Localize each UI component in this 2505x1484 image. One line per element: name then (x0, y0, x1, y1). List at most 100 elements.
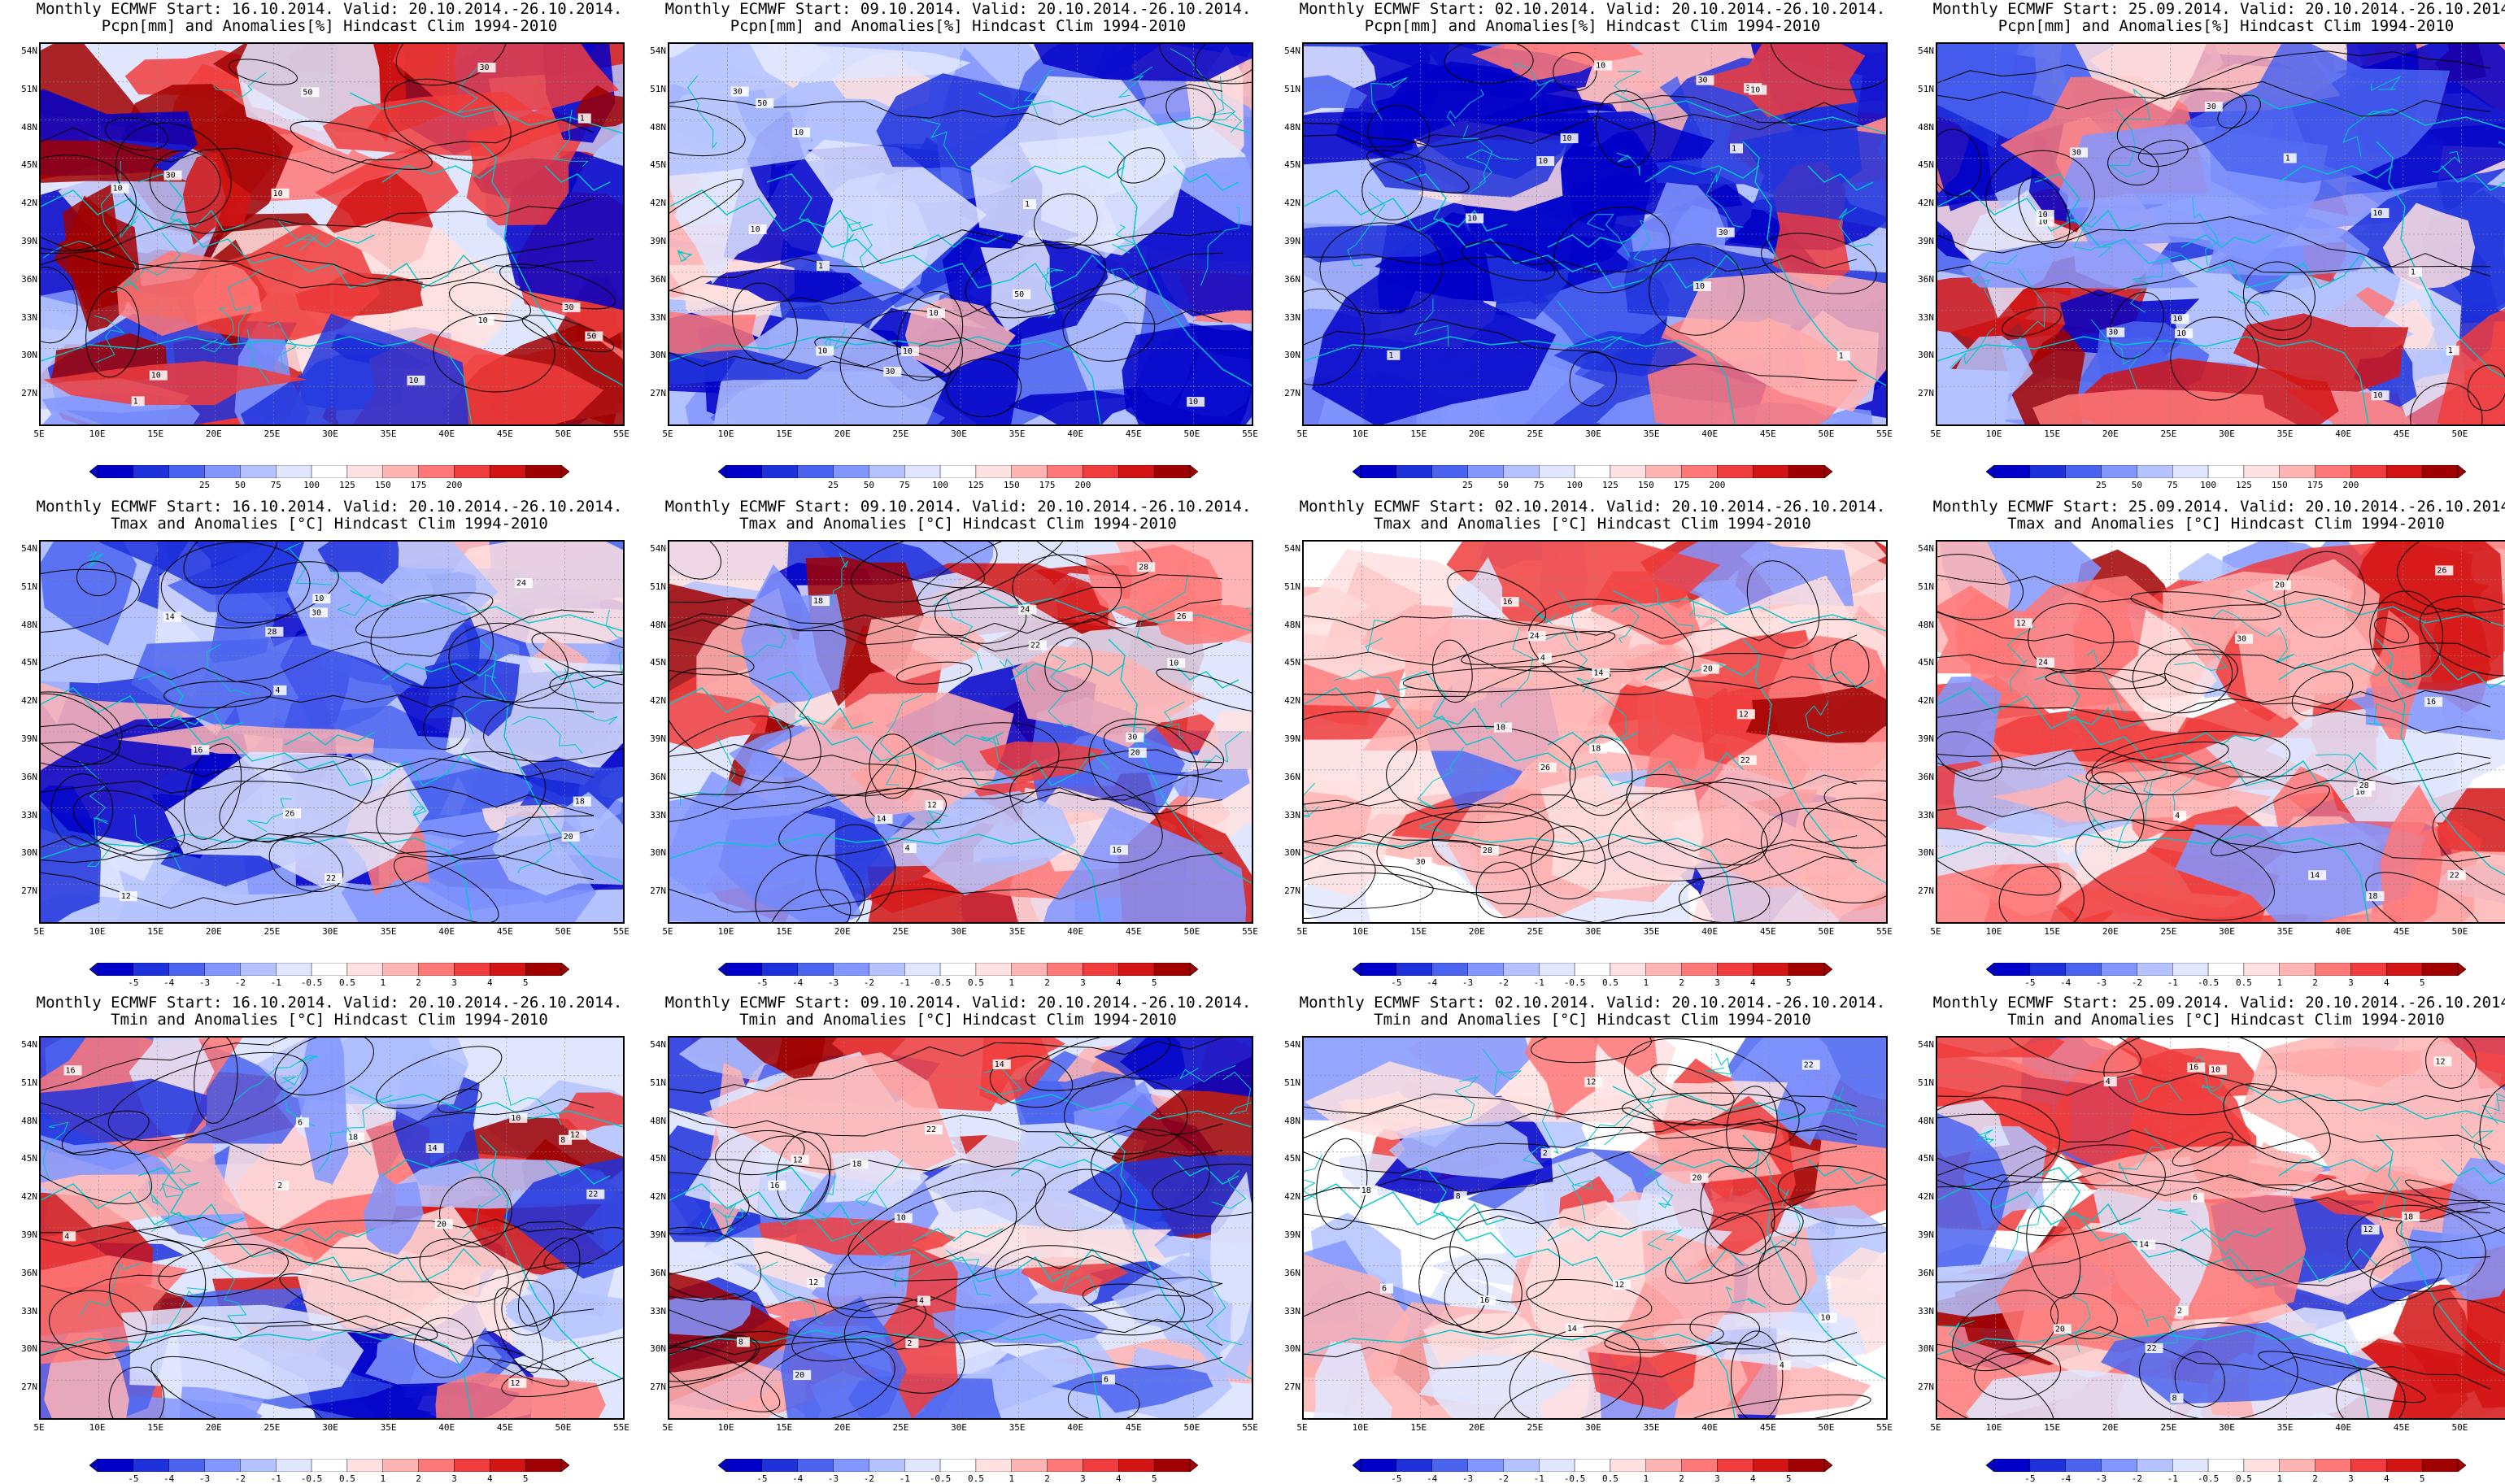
longitude-label: 10E (714, 1422, 738, 1433)
latitude-label: 54N (1915, 1039, 1934, 1050)
contour-value-label: 22 (2147, 1344, 2157, 1353)
latitude-label: 42N (18, 695, 37, 706)
colorbar-tick-label: 150 (997, 480, 1026, 490)
contour-value-label: 14 (877, 815, 887, 824)
contour-value-label: 1 (818, 262, 823, 271)
colorbar-segment (1118, 963, 1154, 976)
colorbar-tick-label: 125 (1596, 480, 1625, 490)
latitude-label: 42N (1915, 1191, 1934, 1202)
contour-value-label: 10 (1695, 282, 1705, 291)
colorbar-segment (2030, 963, 2066, 976)
latitude-label: 33N (647, 810, 666, 820)
contour-value-label: 30 (2237, 635, 2246, 644)
colorbar-segment (1753, 1459, 1788, 1472)
latitude-label: 51N (18, 1077, 37, 1088)
latitude-label: 45N (647, 159, 666, 170)
colorbar-tick-label: 1 (368, 1473, 398, 1484)
colorbar-tick-label: -2 (1488, 1473, 1518, 1484)
latitude-label: 33N (18, 312, 37, 323)
contour-value-label: 14 (165, 613, 175, 622)
colorbar-segment (525, 465, 561, 478)
colorbar-low-arrow (1353, 1459, 1361, 1472)
colorbar-segment (834, 465, 869, 478)
colorbar-tick-label: -5 (747, 977, 777, 988)
colorbar-tick-label: -1 (890, 977, 919, 988)
latitude-label: 45N (18, 159, 37, 170)
contour-value-label: 20 (795, 1371, 804, 1380)
colorbar-tick-label: -1 (261, 1473, 290, 1484)
colorbar-tick-label: 4 (2372, 977, 2401, 988)
colorbar-tick-label: 4 (1104, 1473, 1133, 1484)
contour-value-label: 1 (1839, 351, 1844, 360)
longitude-label: 50E (1179, 926, 1204, 937)
colorbar-segment (347, 465, 383, 478)
colorbar-segment (1083, 465, 1118, 478)
colorbar-tick-label: -3 (1453, 1473, 1483, 1484)
latitude-label: 30N (1281, 350, 1300, 360)
colorbar-tick-label: -1 (2158, 1473, 2187, 1484)
colorbar-segment (1118, 465, 1154, 478)
colorbar-segment (2137, 465, 2172, 478)
colorbar (1986, 1459, 2466, 1472)
colorbar-segment (2350, 465, 2386, 478)
colorbar-segment (1468, 963, 1504, 976)
colorbar-segment (762, 1459, 798, 1472)
latitude-label: 42N (1281, 198, 1300, 208)
contour-value-label: 12 (1586, 1078, 1596, 1087)
contour-value-label: 22 (588, 1190, 598, 1199)
longitude-label: 10E (1348, 926, 1373, 937)
colorbar-tick-label: -5 (1382, 1473, 1411, 1484)
colorbar-segment (762, 465, 798, 478)
longitude-label: 25E (2156, 926, 2180, 937)
colorbar-tick-label: -0.5 (2194, 1473, 2223, 1484)
colorbar-tick-label: 0.5 (333, 977, 362, 988)
colorbar-segment (1048, 465, 1083, 478)
contour-value-label: 10 (2373, 391, 2383, 400)
contour-value-label: 1 (2285, 154, 2290, 163)
latitude-label: 42N (647, 1191, 666, 1202)
colorbar-high-arrow (1190, 963, 1198, 976)
contour-value-label: 30 (733, 88, 743, 97)
colorbar-high-arrow (1190, 1459, 1198, 1472)
colorbar-tick-label: 0.5 (333, 1473, 362, 1484)
colorbar-segment (1610, 963, 1646, 976)
longitude-label: 40E (2331, 429, 2355, 439)
colorbar-tick-label: 25 (190, 480, 220, 490)
latitude-label: 27N (18, 388, 37, 398)
contour-value-label: 50 (303, 88, 312, 97)
colorbar-segment (347, 1459, 383, 1472)
longitude-label: 5E (1923, 1422, 1948, 1433)
panel-title-line1: Monthly ECMWF Start: 16.10.2014. Valid: … (16, 994, 643, 1012)
latitude-label: 48N (1915, 620, 1934, 630)
panel-title-line1: Monthly ECMWF Start: 25.09.2014. Valid: … (1913, 498, 2505, 516)
colorbar-segment (940, 963, 976, 976)
map-panel-tmax-2: Monthly ECMWF Start: 09.10.2014. Valid: … (645, 498, 1271, 986)
longitude-label: 5E (656, 1422, 680, 1433)
colorbar-tick-label: 175 (1033, 480, 1062, 490)
latitude-label: 36N (647, 772, 666, 782)
colorbar-tick-label: 200 (1702, 480, 1732, 490)
colorbar-tick-label: 175 (2301, 480, 2330, 490)
contour-value-label: 10 (1750, 86, 1760, 95)
colorbar-tick-label: -2 (1488, 977, 1518, 988)
colorbar-tick-label: -4 (155, 1473, 184, 1484)
latitude-label: 30N (18, 1343, 37, 1354)
longitude-label: 35E (1005, 429, 1030, 439)
contour-value-label: 20 (2275, 581, 2285, 590)
colorbar-segment (1753, 465, 1788, 478)
latitude-label: 36N (18, 1268, 37, 1278)
contour-value-label: 28 (267, 628, 277, 637)
contour-value-label: 24 (516, 579, 526, 588)
longitude-label: 45E (2390, 1422, 2414, 1433)
panel-title-line1: Monthly ECMWF Start: 02.10.2014. Valid: … (1279, 498, 1906, 516)
contour-value-label: 10 (1188, 398, 1198, 407)
colorbar-tick-label: 150 (2265, 480, 2294, 490)
longitude-label: 35E (1640, 429, 1664, 439)
panel-title-line2: Tmax and Anomalies [°C] Hindcast Clim 19… (1279, 515, 1906, 533)
colorbar-segment (2386, 465, 2422, 478)
colorbar-segment (726, 465, 762, 478)
latitude-label: 48N (1915, 122, 1934, 133)
contour-value-label: 18 (348, 1134, 358, 1142)
